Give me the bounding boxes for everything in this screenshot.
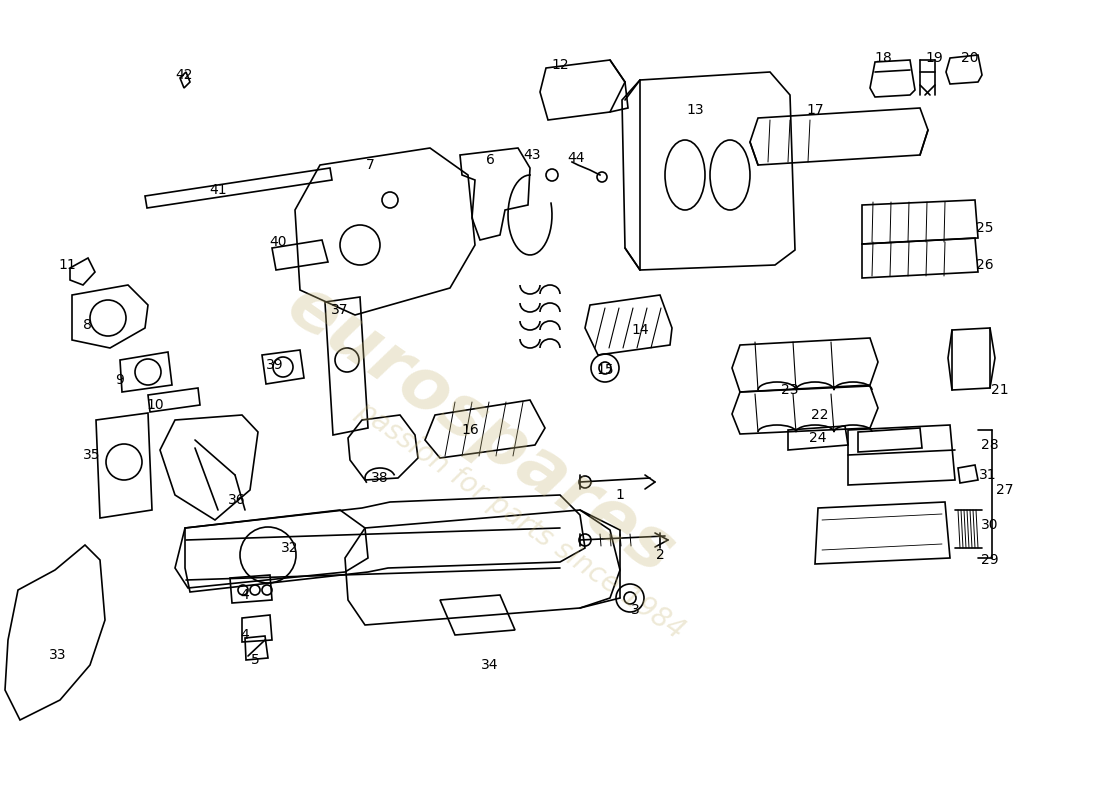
Text: passion for parts since 1984: passion for parts since 1984 <box>351 396 690 644</box>
Text: 15: 15 <box>596 363 614 377</box>
Text: 25: 25 <box>977 221 993 235</box>
Text: 26: 26 <box>976 258 993 272</box>
Text: 42: 42 <box>175 68 192 82</box>
Text: 39: 39 <box>266 358 284 372</box>
Text: 22: 22 <box>812 408 828 422</box>
Text: 35: 35 <box>84 448 101 462</box>
Text: 33: 33 <box>50 648 67 662</box>
Text: 17: 17 <box>806 103 824 117</box>
Text: 30: 30 <box>981 518 999 532</box>
Text: eurospares: eurospares <box>273 270 686 590</box>
Text: 2: 2 <box>656 548 664 562</box>
Text: 28: 28 <box>981 438 999 452</box>
Text: 36: 36 <box>228 493 245 507</box>
Text: 19: 19 <box>925 51 943 65</box>
Text: 16: 16 <box>461 423 478 437</box>
Text: 4: 4 <box>241 628 250 642</box>
Text: 20: 20 <box>961 51 979 65</box>
Text: 13: 13 <box>686 103 704 117</box>
Text: 37: 37 <box>331 303 349 317</box>
Text: 24: 24 <box>810 431 827 445</box>
Text: 40: 40 <box>270 235 287 249</box>
Text: 4: 4 <box>241 588 250 602</box>
Text: 43: 43 <box>524 148 541 162</box>
Text: 11: 11 <box>58 258 76 272</box>
Text: 8: 8 <box>82 318 91 332</box>
Text: 14: 14 <box>631 323 649 337</box>
Text: 29: 29 <box>981 553 999 567</box>
Text: 3: 3 <box>630 603 639 617</box>
Text: 38: 38 <box>371 471 388 485</box>
Text: 12: 12 <box>551 58 569 72</box>
Text: 6: 6 <box>485 153 494 167</box>
Text: 7: 7 <box>365 158 374 172</box>
Text: 9: 9 <box>116 373 124 387</box>
Text: 18: 18 <box>874 51 892 65</box>
Text: 5: 5 <box>251 653 260 667</box>
Text: 21: 21 <box>991 383 1009 397</box>
Text: 44: 44 <box>568 151 585 165</box>
Text: 23: 23 <box>781 383 799 397</box>
Text: 1: 1 <box>616 488 625 502</box>
Text: 41: 41 <box>209 183 227 197</box>
Text: 34: 34 <box>482 658 498 672</box>
Text: 27: 27 <box>997 483 1014 497</box>
Text: 10: 10 <box>146 398 164 412</box>
Text: 31: 31 <box>979 468 997 482</box>
Text: 32: 32 <box>282 541 299 555</box>
